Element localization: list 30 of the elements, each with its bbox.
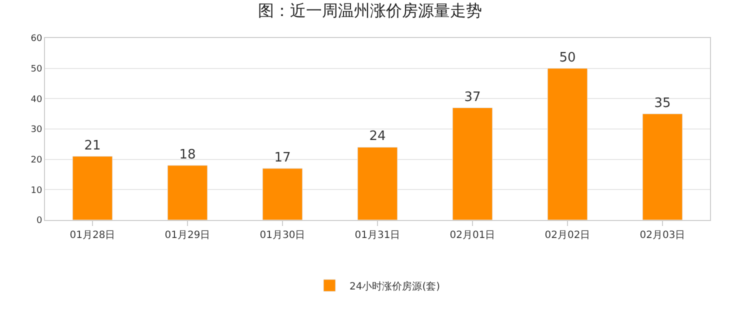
bar (452, 108, 493, 220)
data-label: 50 (559, 50, 576, 66)
bar (72, 156, 113, 220)
data-label: 18 (179, 147, 196, 162)
y-tick-label: 30 (30, 125, 42, 136)
x-tick-label: 02月03日 (640, 230, 686, 241)
legend-label: 24小时涨价房源(套) (350, 280, 440, 292)
chart-title: 图：近一周温州涨价房源量走势 (258, 0, 482, 20)
x-tick-label: 01月31日 (354, 230, 400, 241)
data-label: 21 (84, 138, 101, 154)
y-tick-label: 40 (30, 94, 42, 105)
y-tick-label: 10 (30, 186, 42, 196)
y-tick-label: 60 (30, 34, 42, 44)
x-tick-label: 01月28日 (70, 230, 116, 241)
bar (357, 146, 398, 220)
x-tick-label: 01月30日 (260, 230, 306, 241)
x-tick-label: 02月02日 (544, 230, 590, 241)
bar (642, 114, 683, 220)
bar (262, 168, 303, 220)
x-tick-label: 01月29日 (164, 230, 210, 241)
y-tick-label: 50 (30, 64, 42, 74)
bar (167, 165, 208, 220)
data-label: 35 (654, 96, 671, 111)
y-tick-label: 0 (36, 216, 42, 226)
x-tick-label: 02月01日 (450, 230, 496, 241)
bar (547, 68, 588, 220)
y-tick-label: 20 (30, 155, 42, 166)
data-label: 17 (274, 150, 291, 166)
data-label: 24 (369, 129, 386, 144)
data-label: 37 (464, 90, 481, 105)
